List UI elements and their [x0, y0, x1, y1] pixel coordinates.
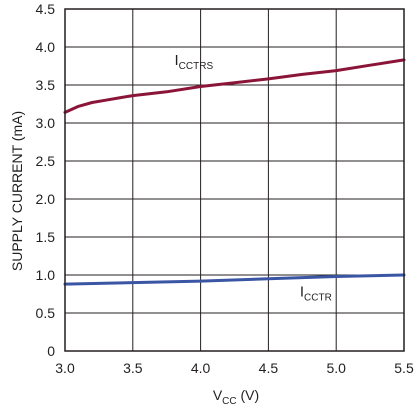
x-axis-label-sub: CC	[222, 396, 236, 407]
y-tick-labels: 0 0.5 1.0 1.5 2.0 2.5 3.0 3.5 4.0 4.5	[36, 1, 56, 359]
y-tick-label: 1.0	[36, 267, 56, 283]
y-tick-label: 4.0	[36, 39, 56, 55]
x-tick-label: 5.0	[326, 360, 346, 376]
y-axis-label: SUPPLY CURRENT (mA)	[9, 111, 25, 271]
series-lines	[63, 58, 406, 286]
grid-lines	[64, 8, 405, 352]
x-tick-label: 5.5	[394, 360, 414, 376]
series-line-1	[63, 58, 406, 114]
y-tick-label: 1.5	[36, 229, 56, 245]
x-tick-label: 3.5	[123, 360, 143, 376]
series-label-main: I	[300, 283, 304, 300]
x-axis-label-unit: (V)	[237, 387, 260, 403]
y-tick-label: 3.5	[36, 77, 56, 93]
y-tick-label: 0.5	[36, 305, 56, 321]
series-label-sub: CCTR	[304, 292, 332, 303]
series-line-2	[63, 273, 406, 286]
series-label: ICCTR	[300, 283, 332, 303]
x-axis-label: VCC (V)	[213, 387, 259, 407]
plot-frame	[64, 8, 405, 352]
series-label: ICCTRS	[175, 52, 214, 72]
y-tick-label: 2.5	[36, 153, 56, 169]
x-tick-label: 4.0	[191, 360, 211, 376]
y-tick-label: 3.0	[36, 115, 56, 131]
x-axis-label-main: V	[213, 387, 223, 403]
y-tick-label: 4.5	[36, 1, 56, 17]
y-tick-label: 0	[47, 343, 55, 359]
x-tick-label: 3.0	[55, 360, 75, 376]
series-label-sub: CCTRS	[179, 61, 214, 72]
x-tick-labels: 3.0 3.5 4.0 4.5 5.0 5.5	[55, 360, 414, 376]
y-tick-label: 2.0	[36, 191, 56, 207]
series-label-main: I	[175, 52, 179, 69]
x-tick-label: 4.5	[259, 360, 279, 376]
